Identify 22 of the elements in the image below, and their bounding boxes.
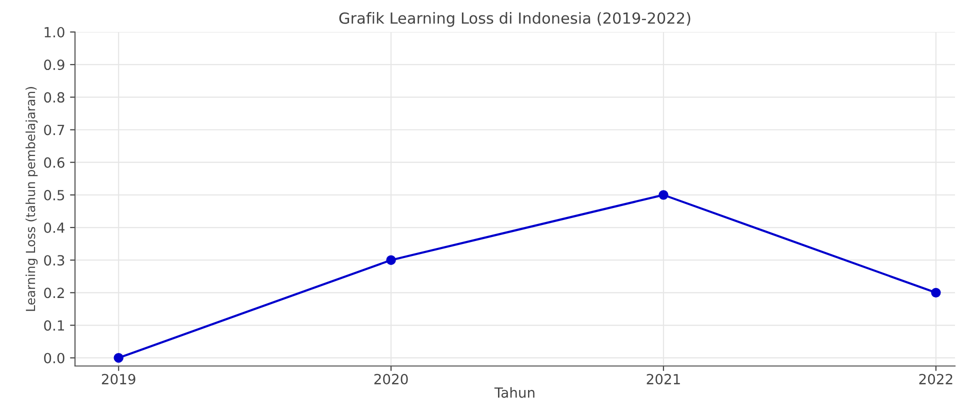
y-tick-label: 0.7 (44, 124, 64, 136)
y-tick-label: 0.5 (44, 190, 64, 200)
chart-title: Grafik Learning Loss di Indonesia (2019-2022) (339, 12, 690, 27)
y-tick-label: 0.6 (44, 157, 64, 168)
y-tick-label: 0.2 (44, 288, 64, 298)
y-tick-label: 0.9 (44, 60, 64, 70)
y-tick-label: 1.0 (44, 26, 64, 38)
point (658, 190, 668, 200)
y-tick-label: 0.3 (44, 255, 64, 266)
point (931, 288, 941, 298)
y-tick-label: 0.4 (44, 222, 64, 233)
x-axis-title: Tahun (494, 387, 534, 398)
y-tick-label: 0.8 (44, 92, 64, 103)
x-tick-label: 2022 (919, 374, 952, 384)
point (114, 352, 124, 363)
point (386, 255, 396, 265)
y-axis-title: Learning Loss (tahun pembelajaran) (26, 87, 38, 311)
x-tick-label: 2020 (374, 374, 408, 384)
x-tick-label: 2019 (102, 374, 136, 384)
y-tick-label: 0.1 (44, 320, 64, 331)
x-tick-label: 2021 (646, 374, 680, 384)
y-tick-label: 0.0 (44, 352, 64, 364)
